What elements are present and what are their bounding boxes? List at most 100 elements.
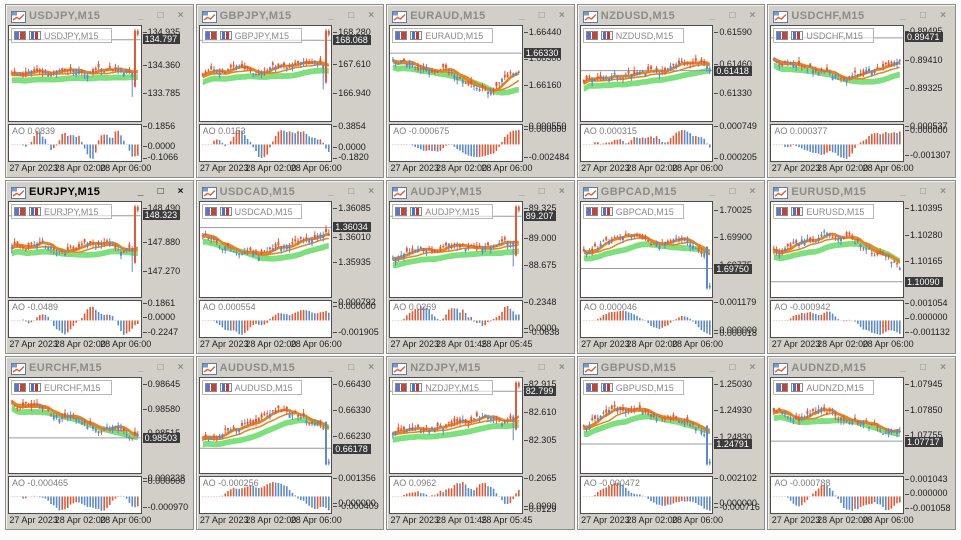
- minimize-button[interactable]: _: [900, 186, 906, 197]
- minimize-button[interactable]: _: [519, 10, 525, 21]
- minimize-button[interactable]: _: [519, 362, 525, 373]
- minimize-button[interactable]: _: [900, 362, 906, 373]
- time-axis[interactable]: 27 Apr 2023 28 Apr 02:00 28 Apr 06:00: [580, 338, 723, 350]
- ao-axis[interactable]: 0.1856 0.0000 -0.1066: [142, 121, 191, 162]
- close-button[interactable]: ×: [558, 362, 565, 373]
- minimize-button[interactable]: _: [519, 186, 525, 197]
- ao-indicator-panel[interactable]: AO 0.000315: [579, 124, 714, 162]
- ao-indicator-panel[interactable]: AO 0.0962: [389, 476, 523, 514]
- window-titlebar[interactable]: EURUSD,M15 _ □ ×: [770, 183, 953, 201]
- price-chart[interactable]: AUDJPY,M15: [389, 201, 523, 298]
- close-button[interactable]: ×: [749, 362, 756, 373]
- ao-indicator-panel[interactable]: AO 0.000554: [198, 300, 333, 338]
- price-chart[interactable]: GBPUSD,M15: [579, 377, 714, 474]
- minimize-button[interactable]: _: [709, 186, 716, 197]
- price-axis[interactable]: 0.98645 0.98580 0.985150.98503: [142, 377, 191, 474]
- price-chart[interactable]: USDJPY,M15: [8, 25, 142, 122]
- price-axis[interactable]: 0.89495 0.89410 0.89325 0.89471: [904, 25, 953, 122]
- ao-indicator-panel[interactable]: AO -0.000256: [198, 476, 333, 514]
- window-titlebar[interactable]: AUDUSD,M15 _ □ ×: [198, 359, 382, 377]
- close-button[interactable]: ×: [368, 186, 375, 197]
- ao-indicator-panel[interactable]: AO -0.000472: [579, 476, 714, 514]
- close-button[interactable]: ×: [940, 362, 946, 373]
- price-chart[interactable]: EURJPY,M15: [8, 201, 142, 298]
- ao-indicator-panel[interactable]: AO 0.000046: [579, 300, 714, 338]
- close-button[interactable]: ×: [177, 10, 184, 21]
- maximize-button[interactable]: □: [729, 186, 736, 197]
- ao-indicator-panel[interactable]: AO -0.000788: [770, 476, 904, 514]
- price-axis[interactable]: 1.10395 1.10280 1.10165 1.10090: [904, 201, 953, 298]
- ao-axis[interactable]: 0.1861 0.0000 -0.2247: [142, 298, 191, 338]
- ao-axis[interactable]: 0.002102 0.000000 -0.000716: [713, 473, 762, 514]
- time-axis[interactable]: 27 Apr 2023 28 Apr 02:00 28 Apr 06:00: [580, 162, 723, 174]
- time-axis[interactable]: 27 Apr 2023 28 Apr 01:45 28 Apr 05:45: [389, 514, 533, 526]
- price-chart[interactable]: AUDNZD,M15: [770, 377, 904, 474]
- ao-axis[interactable]: 0.000749 0.000205: [713, 121, 762, 162]
- window-titlebar[interactable]: NZDJPY,M15 _ □ ×: [389, 359, 572, 377]
- window-titlebar[interactable]: NZDUSD,M15 _ □ ×: [579, 7, 763, 25]
- minimize-button[interactable]: _: [137, 186, 144, 197]
- ao-axis[interactable]: 0.3854 0.0000 -0.1820: [332, 121, 381, 162]
- maximize-button[interactable]: □: [538, 186, 545, 197]
- ao-indicator-panel[interactable]: AO 0.000377: [770, 124, 904, 162]
- window-titlebar[interactable]: USDJPY,M15 _ □ ×: [8, 7, 191, 25]
- minimize-button[interactable]: _: [709, 362, 716, 373]
- price-chart[interactable]: EURUSD,M15: [770, 201, 904, 298]
- maximize-button[interactable]: □: [157, 10, 164, 21]
- close-button[interactable]: ×: [940, 186, 946, 197]
- price-axis[interactable]: 134.935 134.360 133.785 134.797: [142, 25, 191, 122]
- price-chart[interactable]: AUDUSD,M15: [198, 377, 333, 474]
- ao-indicator-panel[interactable]: AO -0.0489: [8, 300, 142, 338]
- ao-indicator-panel[interactable]: AO -0.000465: [8, 476, 142, 514]
- window-titlebar[interactable]: AUDJPY,M15 _ □ ×: [389, 183, 572, 201]
- window-titlebar[interactable]: GBPJPY,M15 _ □ ×: [198, 7, 382, 25]
- price-axis[interactable]: 1.25030 1.24930 1.24830 1.24791: [713, 377, 762, 474]
- time-axis[interactable]: 27 Apr 2023 28 Apr 01:45 28 Apr 05:45: [389, 338, 533, 350]
- window-titlebar[interactable]: GBPCAD,M15 _ □ ×: [579, 183, 763, 201]
- minimize-button[interactable]: _: [900, 10, 906, 21]
- maximize-button[interactable]: □: [538, 10, 545, 21]
- time-axis[interactable]: 27 Apr 2023 28 Apr 02:00 28 Apr 06:00: [199, 514, 342, 526]
- minimize-button[interactable]: _: [328, 186, 334, 197]
- close-button[interactable]: ×: [368, 10, 375, 21]
- close-button[interactable]: ×: [177, 186, 184, 197]
- ao-axis[interactable]: 0.001356 0.000000 -0.000409: [332, 473, 381, 514]
- maximize-button[interactable]: □: [157, 362, 164, 373]
- time-axis[interactable]: 27 Apr 2023 28 Apr 02:00 28 Apr 06:00: [770, 514, 914, 526]
- close-button[interactable]: ×: [749, 186, 756, 197]
- price-axis[interactable]: 168.280 167.610 166.940 168.068: [332, 25, 381, 122]
- price-chart[interactable]: EURAUD,M15: [389, 25, 523, 122]
- ao-indicator-panel[interactable]: AO -0.000942: [770, 300, 904, 338]
- maximize-button[interactable]: □: [348, 186, 355, 197]
- window-titlebar[interactable]: EURCHF,M15 _ □ ×: [8, 359, 191, 377]
- ao-axis[interactable]: 0.000550 0.000000 -0.002484: [523, 121, 572, 162]
- minimize-button[interactable]: _: [709, 10, 716, 21]
- close-button[interactable]: ×: [558, 10, 565, 21]
- price-axis[interactable]: 1.07945 1.07850 1.07755 1.07717: [904, 377, 953, 474]
- ao-indicator-panel[interactable]: AO -0.000675: [389, 124, 523, 162]
- ao-axis[interactable]: 0.001043 0.000000 -0.001058: [904, 474, 953, 514]
- maximize-button[interactable]: □: [348, 362, 355, 373]
- time-axis[interactable]: 27 Apr 2023 28 Apr 02:00 28 Apr 06:00: [8, 514, 151, 526]
- ao-indicator-panel[interactable]: AO 0.0839: [8, 124, 142, 162]
- ao-axis[interactable]: 0.001054 0.000000 -0.001132: [904, 298, 953, 338]
- window-titlebar[interactable]: EURJPY,M15 _ □ ×: [8, 183, 191, 201]
- minimize-button[interactable]: _: [137, 10, 144, 21]
- ao-indicator-panel[interactable]: AO 0.0269: [389, 300, 523, 338]
- maximize-button[interactable]: □: [729, 362, 736, 373]
- close-button[interactable]: ×: [368, 362, 375, 373]
- close-button[interactable]: ×: [940, 10, 946, 21]
- ao-indicator-panel[interactable]: AO 0.0153: [198, 124, 333, 162]
- window-titlebar[interactable]: USDCHF,M15 _ □ ×: [770, 7, 953, 25]
- time-axis[interactable]: 27 Apr 2023 28 Apr 02:00 28 Apr 06:00: [770, 338, 914, 350]
- time-axis[interactable]: 27 Apr 2023 28 Apr 02:00 28 Apr 06:00: [770, 162, 914, 174]
- price-axis[interactable]: 82.915 82.610 82.305 82.799: [523, 377, 572, 474]
- window-titlebar[interactable]: EURAUD,M15 _ □ ×: [389, 7, 572, 25]
- maximize-button[interactable]: □: [919, 10, 927, 21]
- maximize-button[interactable]: □: [919, 186, 927, 197]
- price-chart[interactable]: NZDUSD,M15: [579, 25, 714, 122]
- maximize-button[interactable]: □: [348, 10, 355, 21]
- time-axis[interactable]: 27 Apr 2023 28 Apr 02:00 28 Apr 06:00: [580, 514, 723, 526]
- price-chart[interactable]: NZDJPY,M15: [389, 377, 523, 474]
